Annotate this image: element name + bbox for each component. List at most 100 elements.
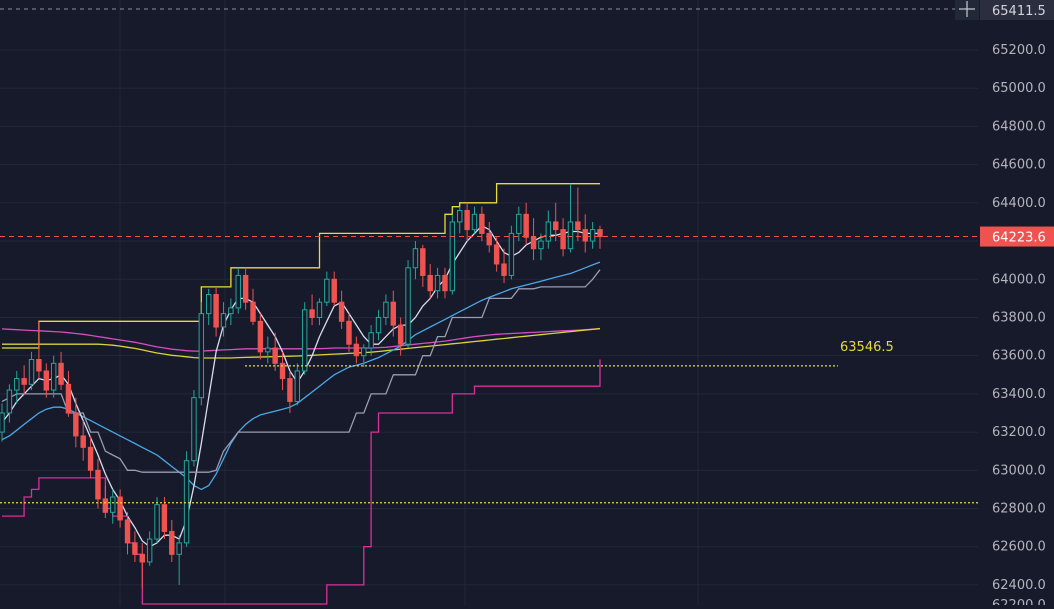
candle[interactable] (36, 321, 42, 379)
candle-body-down (73, 412, 79, 437)
candle[interactable] (390, 290, 396, 337)
candle[interactable] (28, 351, 35, 391)
candle[interactable] (124, 512, 131, 555)
candle[interactable] (228, 298, 234, 326)
candle[interactable] (516, 206, 522, 242)
candle[interactable] (338, 290, 345, 329)
candle-body-down (139, 553, 145, 563)
candle[interactable] (405, 260, 411, 349)
candle[interactable] (6, 384, 13, 423)
candle[interactable] (449, 214, 456, 295)
candle[interactable] (375, 309, 382, 341)
candle[interactable] (257, 313, 264, 360)
candle[interactable] (361, 344, 367, 368)
candle[interactable] (0, 403, 5, 442)
candle[interactable] (530, 218, 537, 261)
price-axis[interactable] (978, 0, 1054, 605)
candle[interactable] (73, 397, 79, 448)
candle[interactable] (324, 271, 330, 306)
crosshair-icon[interactable] (955, 0, 979, 20)
candle[interactable] (471, 206, 478, 234)
candle[interactable] (191, 390, 197, 467)
candle[interactable] (552, 202, 559, 242)
candle[interactable] (169, 519, 175, 562)
candle[interactable] (250, 288, 256, 326)
candle[interactable] (14, 370, 20, 404)
candle[interactable] (589, 221, 596, 249)
y-tick-label: 63800.0 (992, 310, 1046, 325)
candle-body-up (361, 347, 367, 357)
candle[interactable] (538, 233, 544, 261)
candle[interactable] (420, 244, 426, 287)
candle[interactable] (102, 485, 109, 519)
candle[interactable] (457, 206, 463, 234)
candle[interactable] (87, 435, 94, 478)
candle[interactable] (427, 263, 433, 299)
candle[interactable] (412, 241, 419, 280)
candle[interactable] (575, 187, 581, 242)
candle[interactable] (479, 206, 485, 242)
candle[interactable] (198, 302, 205, 406)
candle[interactable] (486, 221, 492, 253)
candle[interactable] (220, 302, 227, 337)
candle[interactable] (301, 302, 308, 375)
candle-body-up (545, 221, 552, 242)
candle[interactable] (176, 535, 182, 585)
candle[interactable] (567, 183, 574, 253)
candle[interactable] (235, 267, 241, 314)
candle-body-up (183, 460, 190, 544)
candle[interactable] (493, 237, 500, 272)
candle[interactable] (501, 248, 507, 284)
candle[interactable] (65, 370, 72, 417)
candle[interactable] (279, 351, 286, 391)
y-tick-label: 62200.0 (992, 598, 1046, 605)
candle[interactable] (117, 489, 123, 528)
candle-body-up (220, 313, 227, 328)
candle[interactable] (110, 489, 116, 524)
candle[interactable] (442, 267, 448, 299)
candle[interactable] (43, 363, 50, 398)
candle[interactable] (139, 542, 145, 589)
candle[interactable] (21, 365, 27, 394)
candle[interactable] (58, 351, 64, 391)
candle[interactable] (368, 325, 374, 356)
candle[interactable] (523, 202, 529, 245)
candle[interactable] (383, 294, 389, 326)
candle[interactable] (242, 267, 249, 310)
candle[interactable] (346, 313, 352, 352)
last-price-tag (980, 226, 1054, 247)
candles[interactable] (0, 183, 603, 589)
candle[interactable] (331, 271, 337, 306)
candle[interactable] (146, 531, 153, 566)
candle[interactable] (213, 286, 219, 337)
candle[interactable] (206, 288, 212, 326)
candle[interactable] (50, 355, 57, 398)
candle[interactable] (464, 202, 470, 242)
candle[interactable] (434, 267, 441, 299)
candle[interactable] (560, 218, 566, 257)
candle[interactable] (161, 497, 168, 540)
candle[interactable] (265, 336, 271, 364)
candle[interactable] (294, 363, 301, 406)
candle[interactable] (95, 458, 101, 509)
candle[interactable] (545, 210, 552, 249)
candle-body-up (508, 232, 515, 276)
candle[interactable] (80, 420, 86, 461)
candle[interactable] (508, 225, 515, 280)
series-line-grey_line (1, 269, 601, 473)
candle[interactable] (397, 317, 404, 356)
candle-body-down (257, 320, 264, 353)
candle[interactable] (183, 451, 190, 547)
candle[interactable] (154, 497, 160, 543)
candle[interactable] (309, 294, 315, 326)
candle[interactable] (353, 336, 360, 364)
candle[interactable] (287, 370, 293, 413)
candle[interactable] (316, 298, 323, 326)
candle[interactable] (272, 332, 278, 371)
candle[interactable] (582, 214, 588, 253)
candle[interactable] (132, 531, 138, 562)
candle-body-down (287, 378, 293, 403)
candle[interactable] (597, 225, 603, 249)
